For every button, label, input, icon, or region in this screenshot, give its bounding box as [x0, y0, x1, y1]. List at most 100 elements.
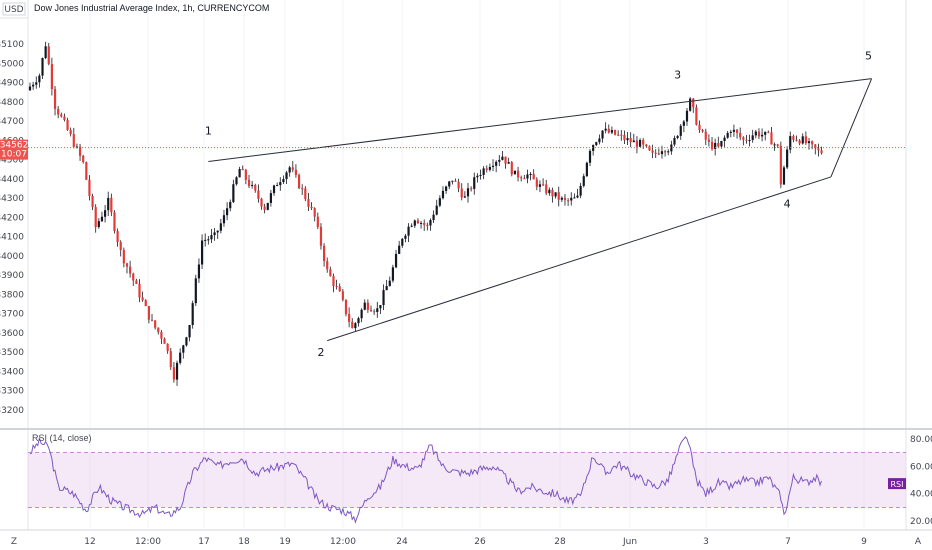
trendlines[interactable]: 1 2 3 4 5 [205, 49, 873, 359]
candle-body [266, 202, 269, 210]
candle-body [754, 131, 757, 136]
countdown-timer: 10:07 [1, 150, 27, 160]
candle-body [191, 303, 194, 326]
rsi-axis[interactable]: 80.00 60.00 40.00 20.00 [910, 435, 932, 527]
time-tick-label: 19 [279, 537, 291, 547]
candle-body [748, 139, 751, 141]
price-tick-label: 33700 [0, 310, 24, 320]
candle-body [44, 46, 47, 59]
candle-body [654, 152, 657, 154]
candle-body [560, 197, 563, 200]
candle-body [276, 185, 279, 187]
candle-body [714, 143, 717, 149]
candle-body [413, 220, 416, 226]
candle-body [254, 184, 257, 191]
time-tick-label: 12:00 [135, 537, 161, 547]
candle-body [632, 140, 635, 143]
candle-body [538, 184, 542, 187]
candle-body [645, 144, 648, 147]
candle-body [776, 144, 779, 146]
candle-body [376, 308, 379, 312]
candle-body [670, 144, 673, 152]
right-axis-button[interactable]: A [915, 537, 922, 547]
candle-body [685, 110, 689, 122]
candle-body [260, 198, 263, 207]
candle-body [222, 215, 226, 224]
price-tick-label: 35100 [0, 40, 24, 50]
candle-body [382, 290, 385, 306]
left-axis-button[interactable]: Z [11, 537, 17, 547]
candle-body [166, 343, 169, 352]
price-tick-label: 33900 [0, 271, 24, 281]
candle-body [607, 128, 610, 133]
candle-body [667, 151, 670, 153]
candle-body [638, 139, 642, 147]
price-pane[interactable] [28, 0, 906, 428]
candle-body [141, 297, 144, 301]
candle-body [820, 150, 823, 154]
last-price-value: 34562 [0, 141, 28, 151]
candle-body [585, 162, 588, 177]
candle-body [476, 175, 479, 178]
wave-label: 5 [865, 49, 872, 62]
rsi-band [28, 452, 906, 508]
candle-body [407, 226, 410, 236]
candle-body [204, 239, 207, 241]
candle-body [782, 167, 786, 185]
candle-body [582, 176, 585, 186]
price-tick-label: 33300 [0, 387, 24, 397]
candle-body [75, 146, 79, 148]
candle-body [354, 323, 357, 329]
candle-body [322, 245, 326, 262]
candle-body [626, 138, 629, 141]
candle-body [792, 136, 795, 140]
trendline[interactable] [830, 78, 873, 178]
candle-body [701, 129, 704, 132]
candle-body [579, 185, 582, 196]
candle-body [85, 162, 88, 180]
candle-body [429, 220, 432, 226]
trendline[interactable] [208, 78, 872, 163]
candle-body [432, 214, 435, 221]
candle-body [798, 140, 801, 144]
time-tick-label: 26 [474, 537, 486, 547]
rsi-tick-label: 20.00 [910, 517, 932, 527]
time-axis[interactable]: 12 12:00 17 18 19 12:00 24 26 28 Jun 3 7 9 [84, 537, 867, 547]
candle-body [726, 132, 729, 138]
candle-body [329, 269, 332, 277]
rsi-tick-label: 40.00 [910, 490, 932, 500]
candle-body [554, 192, 557, 197]
candle-body [732, 129, 736, 132]
candle-body [770, 132, 773, 145]
candle-body [132, 273, 135, 281]
time-tick-label: Jun [622, 537, 637, 547]
grid [89, 0, 865, 528]
trendline[interactable] [327, 176, 832, 342]
price-tick-label: 33400 [0, 367, 24, 377]
candle-body [297, 174, 301, 189]
candle-body [548, 189, 551, 194]
candle-body [729, 131, 732, 133]
candle-body [113, 212, 116, 232]
candle-body [760, 134, 764, 137]
candle-body [338, 286, 341, 292]
price-tick-label: 35000 [0, 59, 24, 69]
chart-title: Dow Jones Industrial Average Index, 1h, … [34, 3, 269, 13]
candle-body [251, 184, 254, 186]
candle-body [72, 134, 75, 147]
candle-body [448, 181, 451, 187]
candle-body [463, 196, 466, 198]
candle-body [438, 198, 441, 206]
rsi-tick-label: 80.00 [910, 435, 932, 445]
currency-box[interactable] [2, 2, 26, 16]
candle-body [423, 222, 426, 225]
candle-body [651, 150, 654, 153]
candle-body [82, 155, 85, 163]
price-tick-label: 34300 [0, 194, 24, 204]
price-tick-label: 34800 [0, 98, 24, 108]
candle-body [510, 162, 513, 175]
candle-body [629, 138, 632, 143]
candle-body [285, 172, 288, 180]
price-axis[interactable]: 3510035000349003480034700346003450034400… [0, 40, 24, 416]
